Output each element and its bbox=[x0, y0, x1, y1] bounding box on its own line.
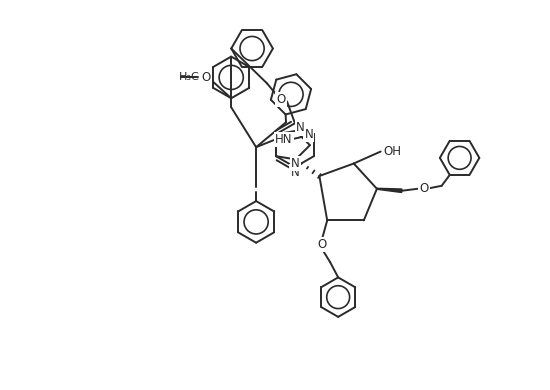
Text: N: N bbox=[292, 157, 300, 170]
Text: HN: HN bbox=[275, 133, 293, 146]
Text: H₃C: H₃C bbox=[179, 73, 200, 82]
Text: O: O bbox=[276, 93, 285, 106]
Text: N: N bbox=[296, 121, 305, 135]
Text: O: O bbox=[202, 71, 211, 84]
Text: O: O bbox=[419, 182, 428, 195]
Text: OH: OH bbox=[383, 145, 402, 158]
Text: N: N bbox=[305, 128, 314, 141]
Text: N: N bbox=[290, 166, 299, 179]
Polygon shape bbox=[377, 188, 402, 193]
Text: O: O bbox=[317, 238, 327, 251]
